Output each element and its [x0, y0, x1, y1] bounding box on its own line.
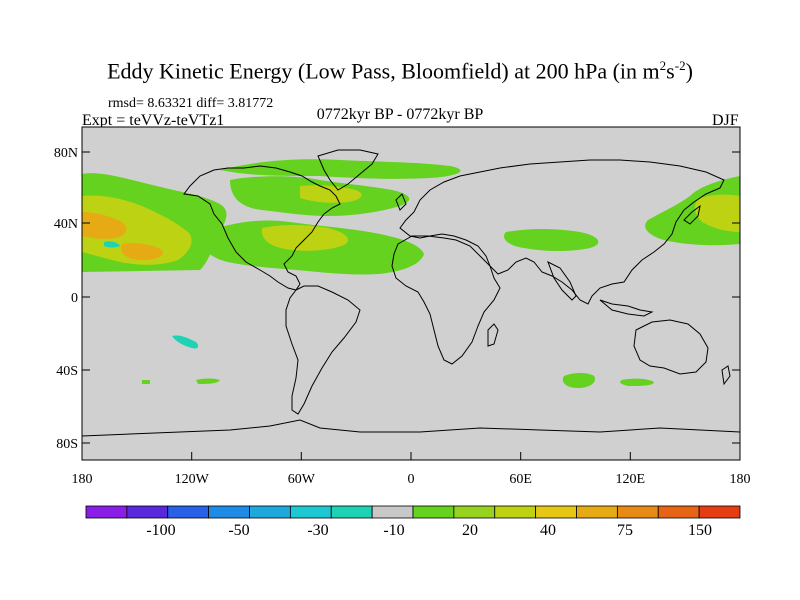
contour-spac-green2: [142, 380, 150, 384]
colorbar-swatch: [412, 505, 455, 519]
colorbar-swatch: [698, 505, 741, 519]
coastline-greenland: [317, 149, 379, 191]
lat-tick-label: 80N: [54, 146, 78, 161]
colorbar-swatch: [453, 505, 496, 519]
season-label: DJF: [712, 112, 739, 129]
coastline-india: [547, 260, 577, 301]
colorbar-label: 75: [617, 522, 633, 539]
colorbar-label: 150: [688, 522, 712, 539]
colorbar-swatch: [330, 505, 373, 519]
coastline-indonesia: [599, 299, 654, 317]
lat-tick-label: 40N: [54, 217, 78, 232]
colorbar-swatch: [208, 505, 250, 519]
lon-tick-label: 0: [408, 472, 415, 487]
colorbar-label: -10: [383, 522, 404, 539]
longitude-axis: 180 120W 60W 0 60E 120E 180: [72, 452, 751, 487]
contour-natl-core: [261, 225, 348, 251]
coastline-madagascar: [487, 323, 499, 347]
period-label: 0772kyr BP - 0772kyr BP: [316, 106, 484, 123]
latitude-axis: 80N 40N 0 40S 80S: [54, 146, 740, 452]
colorbar: -100 -50 -30 -10 20 40 75 150: [85, 505, 741, 539]
colorbar-swatch: [371, 505, 414, 519]
contour-npac-max: [82, 212, 127, 239]
colorbar-label: -30: [307, 522, 328, 539]
contour-saus-green: [620, 378, 654, 386]
colorbar-swatch: [657, 505, 700, 519]
coastline-eurasia: [399, 159, 725, 305]
coastline-uk: [395, 193, 407, 211]
colorbar-swatch: [289, 505, 332, 519]
lon-tick-label: 60W: [288, 472, 316, 487]
contour-arctic-green: [220, 159, 461, 179]
contour-npac-max2: [121, 243, 163, 260]
colorbar-swatch: [249, 505, 291, 519]
colorbar-swatch: [85, 505, 128, 519]
lon-tick-label: 120W: [175, 472, 210, 487]
anomaly-contours: [82, 159, 740, 388]
colorbar-swatch: [494, 505, 537, 519]
coastline-africa: [391, 235, 501, 365]
coastline-australia: [633, 319, 709, 375]
colorbar-label: -50: [228, 522, 249, 539]
lon-tick-label: 180: [72, 472, 93, 487]
colorbar-swatch: [535, 505, 577, 519]
contour-spac-neg: [172, 335, 199, 349]
coastline-antarctica: [82, 419, 740, 437]
contour-med-green: [504, 229, 599, 251]
stats-text: rmsd= 8.63321 diff= 3.81772: [108, 96, 274, 111]
contour-wpac-core: [694, 194, 740, 232]
colorbar-swatch: [167, 505, 210, 519]
contour-sio-green: [562, 373, 596, 388]
coastline-north-america: [183, 165, 341, 291]
colorbar-label: -100: [146, 522, 175, 539]
lat-tick-label: 0: [71, 291, 78, 306]
contour-spac-green: [196, 378, 220, 384]
lon-tick-label: 60E: [509, 472, 532, 487]
map-background: [82, 127, 740, 460]
colorbar-label: 20: [462, 522, 478, 539]
lat-tick-label: 40S: [56, 364, 78, 379]
lon-tick-label: 120E: [616, 472, 646, 487]
contour-npac-neg: [104, 241, 120, 248]
colorbar-label: 40: [540, 522, 556, 539]
colorbar-swatch: [126, 505, 169, 519]
plot-title: Eddy Kinetic Energy (Low Pass, Bloomfiel…: [107, 58, 693, 84]
coastline-south-america: [285, 285, 361, 415]
colorbar-swatch: [616, 505, 659, 519]
coastline-new-zealand: [721, 365, 731, 386]
lat-tick-label: 80S: [56, 437, 78, 452]
contour-nam-core: [300, 185, 362, 203]
world-coastline-icon: [82, 149, 740, 437]
colorbar-swatch: [576, 505, 618, 519]
contour-npac-core: [82, 195, 192, 265]
lon-tick-label: 180: [730, 472, 751, 487]
coastline-japan: [683, 204, 701, 225]
experiment-label: Expt = teVVz-teVTz1: [82, 112, 225, 129]
